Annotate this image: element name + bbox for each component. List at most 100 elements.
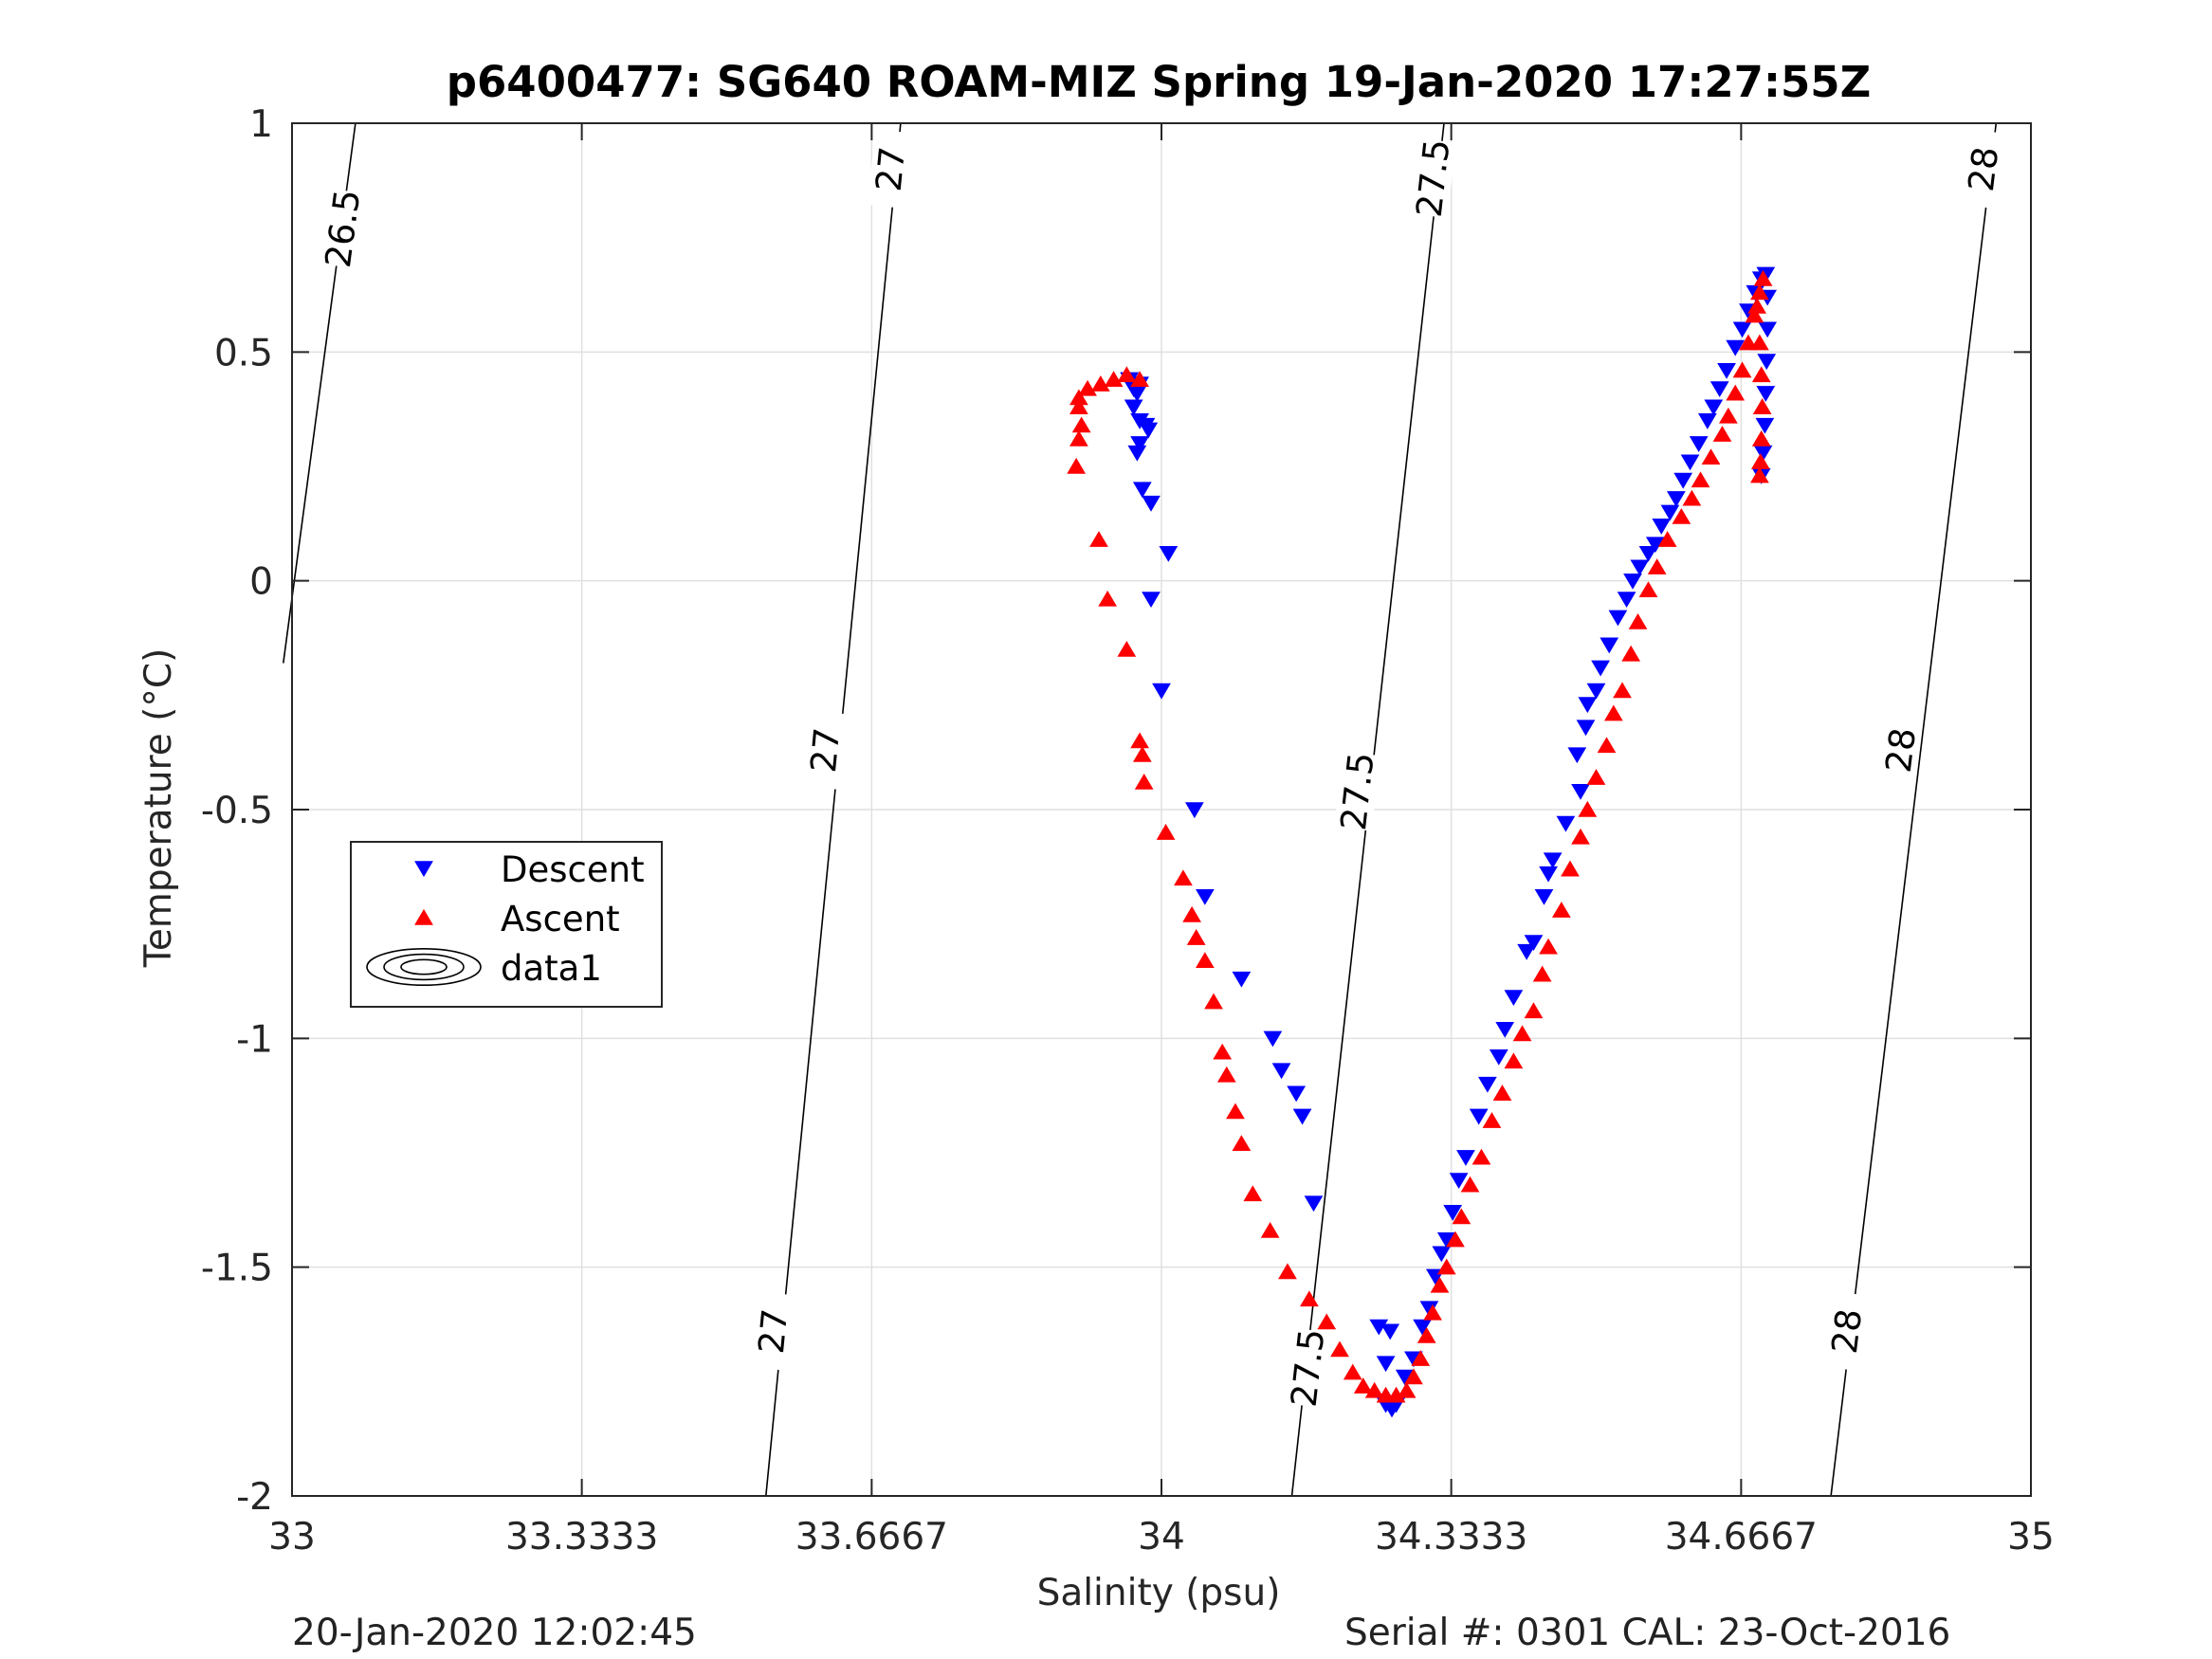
ascent-point bbox=[1364, 1381, 1384, 1398]
legend-label: Descent bbox=[501, 849, 645, 890]
ascent-point bbox=[1216, 1066, 1236, 1083]
ascent-point bbox=[1571, 828, 1590, 845]
descent-point bbox=[1608, 610, 1628, 627]
descent-point bbox=[1534, 889, 1554, 905]
contour-label: 27.5 bbox=[1409, 137, 1458, 220]
contour-label-bg bbox=[1334, 751, 1380, 831]
ascent-point bbox=[1452, 1208, 1472, 1225]
contour-label: 28 bbox=[1961, 144, 2006, 193]
descent-point bbox=[1152, 683, 1171, 700]
ascent-point bbox=[1186, 929, 1206, 945]
ascent-point bbox=[1330, 1340, 1349, 1358]
ascent-point bbox=[1132, 745, 1152, 762]
descent-point bbox=[1524, 935, 1544, 952]
ascent-point bbox=[1539, 938, 1558, 955]
ascent-point bbox=[1751, 366, 1771, 383]
descent-point bbox=[1504, 990, 1524, 1006]
descent-point bbox=[1413, 1319, 1432, 1336]
ascent-point bbox=[1603, 704, 1623, 721]
legend-ascent-marker bbox=[414, 908, 433, 925]
ascent-point bbox=[1417, 1326, 1436, 1343]
descent-point bbox=[1543, 852, 1563, 869]
y-axis-label: Temperature (°C) bbox=[137, 648, 180, 969]
ascent-point bbox=[1204, 993, 1223, 1010]
x-tick-label: 35 bbox=[2007, 1516, 2055, 1559]
descent-point bbox=[1578, 697, 1598, 714]
descent-point bbox=[1271, 1063, 1291, 1080]
descent-point bbox=[1704, 399, 1724, 416]
y-tick-label: -1 bbox=[236, 1018, 273, 1061]
descent-point bbox=[1638, 546, 1658, 562]
descent-point bbox=[1758, 321, 1778, 338]
y-tick-label: -1.5 bbox=[201, 1248, 273, 1290]
x-tick-label: 33.3333 bbox=[505, 1516, 658, 1559]
contour-label: 27 bbox=[751, 1307, 795, 1356]
contour-label-bg bbox=[319, 188, 367, 269]
ascent-point bbox=[1069, 429, 1088, 447]
ascent-point bbox=[1300, 1290, 1319, 1307]
descent-point bbox=[1184, 802, 1204, 819]
descent-point bbox=[1660, 504, 1680, 521]
contour-label-bg bbox=[1822, 1291, 1871, 1372]
x-tick-label: 34 bbox=[1138, 1516, 1185, 1559]
ascent-point bbox=[1532, 965, 1552, 982]
descent-point bbox=[1673, 472, 1693, 489]
descent-point bbox=[1469, 1108, 1489, 1125]
legend-contour-icon bbox=[383, 953, 465, 981]
ascent-point bbox=[1174, 869, 1193, 886]
descent-point bbox=[1292, 1108, 1312, 1125]
contour-label-bg bbox=[802, 710, 848, 791]
legend-box bbox=[350, 841, 663, 1008]
ascent-point bbox=[1098, 590, 1118, 607]
descent-point bbox=[1539, 866, 1558, 883]
ascent-point bbox=[1524, 1002, 1544, 1019]
descent-point bbox=[1517, 943, 1537, 960]
descent-point bbox=[1709, 381, 1729, 398]
descent-point bbox=[1380, 1323, 1400, 1340]
descent-point bbox=[1130, 436, 1149, 452]
descent-point bbox=[1666, 491, 1686, 507]
contour-line-27 bbox=[765, 122, 902, 1497]
ascent-point bbox=[1750, 283, 1769, 301]
contour-label: 27.5 bbox=[1333, 750, 1382, 832]
legend: Descent Ascent data1 bbox=[350, 841, 663, 1008]
footer-serial-cal: Serial #: 0301 CAL: 23-Oct-2016 bbox=[1344, 1612, 1951, 1654]
ascent-point bbox=[1613, 682, 1632, 699]
ascent-point bbox=[1397, 1381, 1417, 1398]
footer-timestamp: 20-Jan-2020 12:02:45 bbox=[292, 1612, 697, 1654]
descent-point bbox=[1567, 747, 1587, 764]
descent-point bbox=[1600, 637, 1619, 654]
ascent-point bbox=[1561, 860, 1580, 877]
ascent-point bbox=[1104, 371, 1124, 387]
ascent-point bbox=[1621, 645, 1641, 662]
contour-line-28 bbox=[1830, 122, 1998, 1497]
descent-point bbox=[1376, 1356, 1396, 1373]
ascent-point bbox=[1117, 366, 1137, 383]
ascent-point bbox=[1343, 1363, 1362, 1380]
ascent-point bbox=[1726, 384, 1746, 401]
ascent-point bbox=[1492, 1085, 1512, 1101]
x-axis-label: Salinity (psu) bbox=[1037, 1572, 1281, 1614]
contour-label: 28 bbox=[1878, 725, 1924, 775]
ascent-point bbox=[1460, 1176, 1480, 1193]
descent-point bbox=[1623, 573, 1642, 590]
descent-point bbox=[1630, 559, 1650, 576]
contour-label: 27 bbox=[803, 726, 848, 775]
ascent-point bbox=[1719, 407, 1738, 424]
ascent-point bbox=[1130, 732, 1149, 749]
descent-point bbox=[1127, 445, 1147, 462]
descent-point bbox=[1287, 1085, 1307, 1103]
contour-label-bg bbox=[1284, 1327, 1331, 1408]
ascent-point bbox=[1069, 398, 1088, 414]
ascent-point bbox=[1226, 1103, 1245, 1120]
y-tick-label: 0 bbox=[249, 561, 273, 604]
ascent-point bbox=[1597, 737, 1617, 754]
ascent-point bbox=[1317, 1313, 1337, 1330]
ascent-point bbox=[1130, 371, 1149, 387]
ascent-point bbox=[1712, 426, 1732, 442]
descent-point bbox=[1556, 815, 1576, 832]
ascent-point bbox=[1682, 489, 1702, 506]
ascent-point bbox=[1436, 1258, 1456, 1275]
ascent-point bbox=[1512, 1025, 1532, 1042]
